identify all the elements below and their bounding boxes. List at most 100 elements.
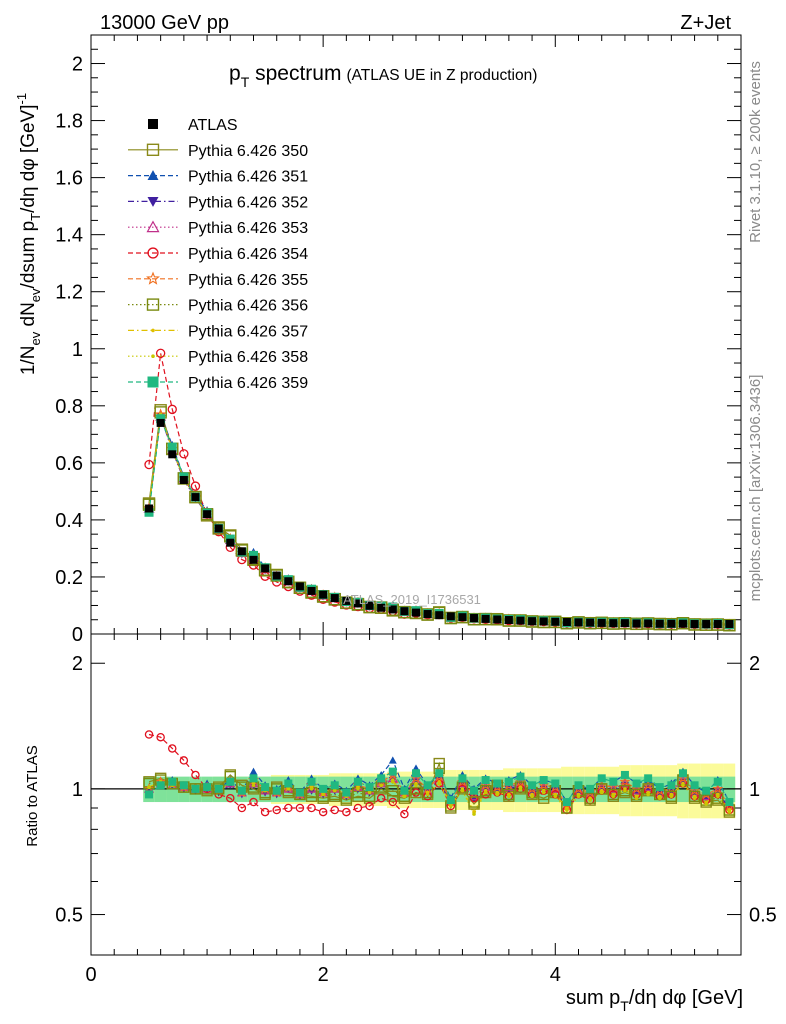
atlas-point	[551, 617, 560, 626]
ratio-y-tick-label-right: 0.5	[749, 905, 777, 927]
ratio-point-359	[261, 783, 270, 792]
ratio-point-359	[226, 777, 235, 786]
ratio-point-359	[481, 776, 490, 785]
x-axis-label: sum pT/dη dφ [GeV]	[566, 987, 743, 1014]
ratio-point-358	[599, 790, 604, 795]
legend: ATLAS Pythia 6.426 350 Pythia 6.426 351 Pyt…	[128, 117, 308, 392]
rivet-label: Rivet 3.1.10, ≥ 200k events	[747, 61, 764, 243]
main-ylabel-sup: -1	[14, 93, 29, 105]
energy-label: 13000 GeV pp	[100, 12, 229, 34]
legend-marker-4	[146, 220, 160, 233]
ratio-point-355	[619, 776, 631, 787]
ratio-point-359	[562, 798, 571, 807]
point-354	[190, 481, 201, 491]
ratio-point-358	[530, 794, 534, 799]
ratio-point-359	[377, 774, 386, 783]
tick-labels: 0 2 4 0 0.2 0.4 0.6 0.8 1 1.2 1.4 1.6 1.8 2 0.5 0.5 1 1 2 2	[55, 54, 777, 986]
ratio-point-359	[191, 784, 200, 793]
series-line-354	[148, 353, 730, 626]
ratio-point-356	[479, 785, 492, 797]
point-354	[155, 348, 166, 358]
ratio-point-359	[295, 788, 304, 797]
ratio-point-358	[379, 783, 383, 788]
ratio-point-354	[144, 730, 154, 739]
plot-title-p: p	[229, 62, 241, 85]
legend-marker-10	[147, 376, 159, 388]
ratio-point-359	[551, 779, 560, 788]
ratio-point-354	[411, 788, 421, 797]
ratio-point-358	[449, 804, 453, 808]
ratio-point-355	[712, 783, 724, 794]
main-ylabel-p3: /dsum p	[18, 221, 39, 289]
plot-title: pT spectrum (ATLAS UE in Z production)	[229, 62, 537, 90]
atlas-point	[690, 620, 699, 629]
ratio-point-359	[678, 769, 687, 778]
point-359	[167, 442, 177, 452]
main-ylabel-s2: ev	[28, 288, 43, 302]
ratio-point-358	[414, 783, 418, 788]
ratio-point-358	[727, 810, 732, 814]
ratio-point-359	[365, 783, 374, 792]
atlas-point	[145, 504, 154, 513]
ratio-point-359	[574, 781, 583, 790]
ratio-point-354	[156, 732, 165, 742]
point-354	[179, 449, 189, 459]
ratio-point-358	[460, 788, 465, 793]
atlas-point	[586, 618, 595, 627]
ratio-point-358	[623, 788, 627, 793]
ratio-point-354	[295, 803, 305, 813]
atlas-point	[481, 614, 490, 623]
ratio-point-356	[688, 790, 701, 802]
ratio-point-359	[446, 796, 455, 805]
ratio-point-359	[168, 777, 177, 786]
mc-lines	[148, 353, 730, 816]
ratio-point-358	[588, 798, 592, 802]
ratio-point-358	[332, 788, 337, 793]
ratio-point-358	[541, 790, 546, 795]
ratio-point-358	[483, 790, 488, 795]
main-ylabel-p4: /dη dφ [GeV]	[18, 104, 39, 212]
mcplots-label: mcplots.cern.ch [arXiv:1306.3436]	[747, 375, 764, 602]
atlas-point	[307, 586, 316, 595]
ratio-point-354	[237, 803, 247, 813]
ratio-point-354	[353, 803, 363, 813]
atlas-point	[319, 590, 328, 599]
ratio-point-351	[249, 767, 258, 775]
legend-label-4: Pythia 6.426 353	[188, 220, 308, 237]
main-ylabel-s1: ev	[28, 331, 43, 345]
ratio-point-354	[342, 807, 351, 817]
ratio-point-359	[412, 769, 420, 778]
main-ylabel-s3: T	[28, 213, 43, 221]
atlas-point	[353, 599, 362, 608]
atlas-point	[435, 611, 444, 620]
ratio-point-359	[539, 776, 548, 785]
ratio-point-358	[681, 783, 685, 788]
y-tick-label: 0	[72, 624, 83, 646]
atlas-point	[237, 547, 246, 556]
ratio-point-356	[387, 785, 399, 797]
atlas-point	[191, 493, 200, 502]
ratio-point-351	[388, 756, 397, 764]
ratio-point-359	[203, 783, 212, 792]
ratio-point-358	[646, 792, 650, 797]
atlas-point	[504, 616, 513, 625]
ratio-point-354	[434, 779, 444, 788]
main-ylabel-p1: 1/N	[18, 346, 39, 376]
atlas-point	[261, 564, 270, 573]
plot-title-note: (ATLAS UE in Z production)	[346, 67, 537, 84]
ratio-point-359	[690, 781, 699, 790]
x-tick-label: 0	[85, 964, 96, 986]
ratio-point-359	[342, 788, 351, 797]
ratio-point-358	[402, 794, 407, 799]
atlas-point	[725, 620, 734, 629]
atlas-point	[574, 618, 583, 627]
ratio-point-359	[470, 786, 479, 795]
ratio-point-354	[249, 797, 258, 807]
point-354	[167, 404, 177, 415]
ratio-point-358	[321, 792, 325, 797]
legend-label-8: Pythia 6.426 357	[188, 323, 308, 340]
legend-label-0: ATLAS	[188, 117, 238, 134]
atlas-point	[295, 582, 304, 591]
ratio-point-358	[286, 787, 291, 791]
